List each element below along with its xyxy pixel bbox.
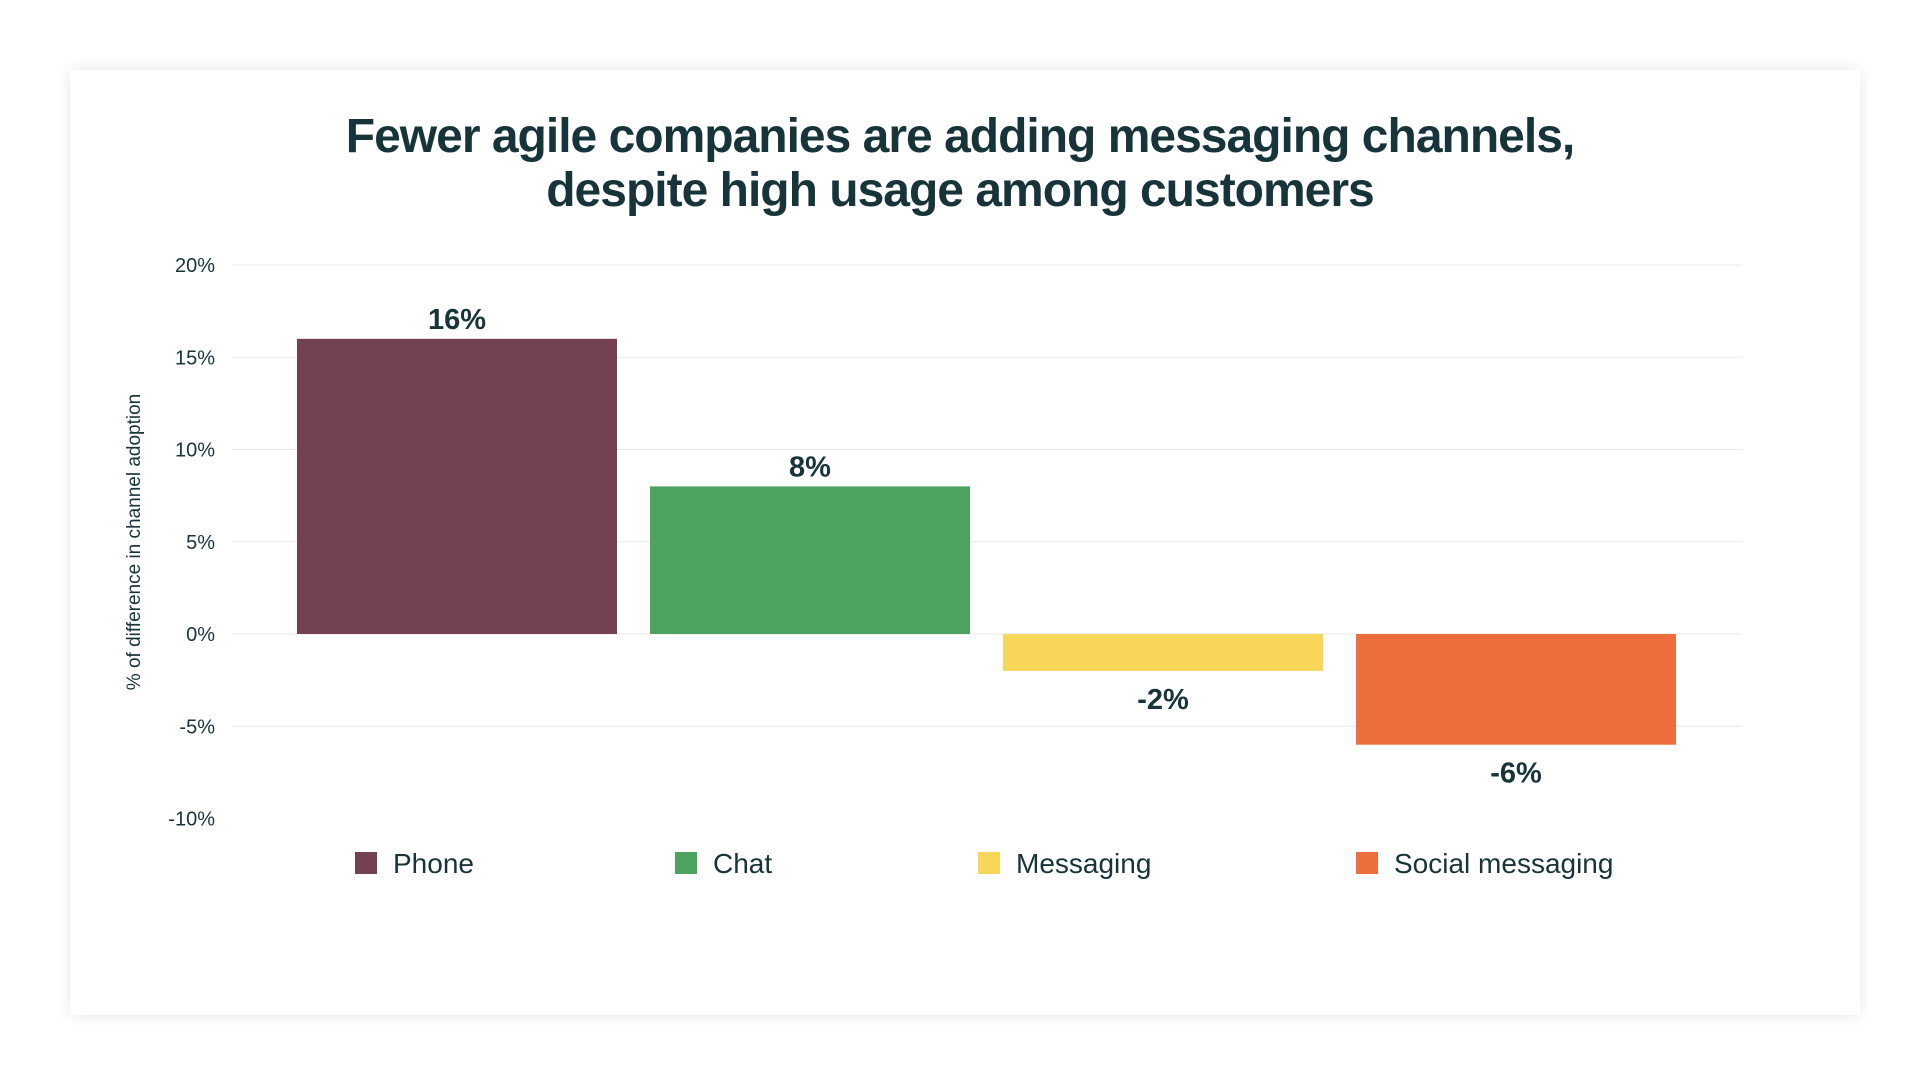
y-tick-label: 15% (175, 347, 215, 369)
chart-title-line-1: Fewer agile companies are adding messagi… (345, 110, 1575, 163)
legend-label: Phone (393, 848, 474, 879)
data-label: -6% (1490, 758, 1542, 790)
y-axis-title: % of difference in channel adoption (124, 394, 145, 690)
y-tick-label: -5% (179, 716, 215, 738)
data-label: -2% (1137, 684, 1189, 716)
bars (297, 338, 1676, 745)
y-tick-label: -10% (168, 809, 215, 831)
y-tick-label: 5% (186, 532, 215, 554)
legend-label: Messaging (1016, 848, 1151, 879)
bar-social-messaging (1356, 634, 1676, 745)
y-tick-label: 10% (175, 440, 215, 462)
y-tick-label: 20% (175, 255, 215, 277)
legend-swatch (1356, 852, 1378, 874)
chart-title-line-2: despite high usage among customers (546, 164, 1375, 217)
legend-swatch (978, 852, 1000, 874)
legend: Phone Chat Messaging Social messaging (355, 848, 1613, 879)
data-labels: 16% 8% -2% -6% (428, 304, 1542, 790)
y-tick-label: 0% (186, 624, 215, 646)
bar-chat (650, 486, 970, 634)
legend-label: Chat (713, 848, 772, 879)
legend-swatch (675, 852, 697, 874)
data-label: 8% (789, 451, 831, 483)
data-label: 16% (428, 304, 486, 336)
bar-messaging (1003, 634, 1323, 671)
bar-phone (297, 338, 617, 634)
legend-swatch (355, 852, 377, 874)
legend-label: Social messaging (1394, 848, 1613, 879)
y-axis-tick-labels: 20% 15% 10% 5% 0% -5% -10% (168, 255, 215, 831)
chart-title: Fewer agile companies are adding messagi… (0, 110, 1920, 218)
